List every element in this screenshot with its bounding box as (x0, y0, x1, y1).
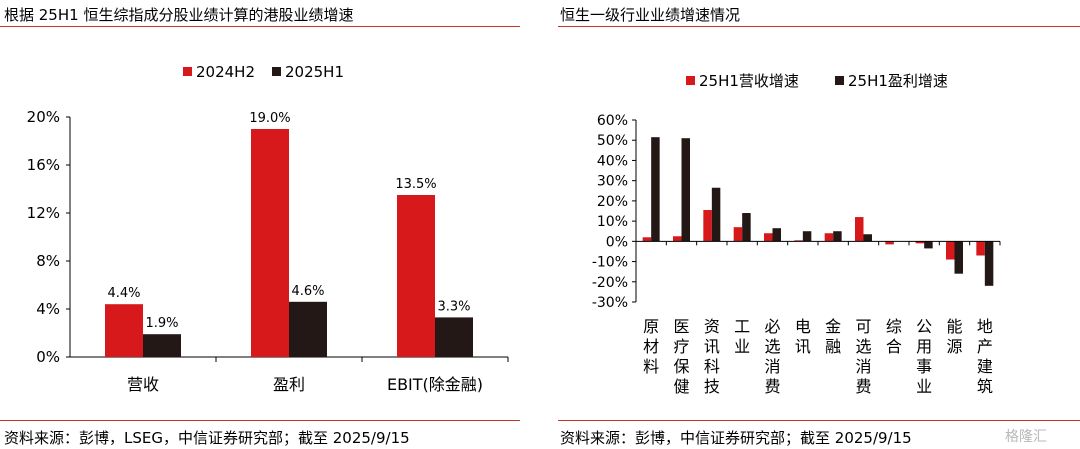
bar-25H1盈利增速-可选消费 (863, 234, 872, 242)
x-category-label: 金融 (825, 317, 841, 356)
bar-25H1营收增速-医疗保健 (673, 236, 682, 242)
legend-swatch-2025H1 (272, 67, 281, 76)
y-tick-label: 20% (597, 194, 628, 210)
x-category-label: 盈利 (273, 375, 305, 394)
legend-label: 2025H1 (285, 63, 344, 81)
x-category-label: 综合 (886, 317, 902, 356)
y-tick-label: 4% (36, 300, 60, 318)
data-label: 13.5% (395, 177, 436, 192)
y-tick-label: -10% (592, 255, 628, 271)
legend-label: 25H1营收增速 (699, 72, 799, 90)
bar-25H1盈利增速-能源 (954, 241, 963, 274)
bar-2025H1-营收 (143, 334, 181, 357)
bar-2025H1-EBIT(除金融) (435, 317, 473, 357)
x-category-label: 医疗保健 (673, 317, 689, 396)
bar-25H1盈利增速-原材料 (651, 137, 660, 242)
bar-25H1盈利增速-医疗保健 (681, 138, 690, 242)
bar-2024H2-营收 (105, 304, 143, 357)
data-label: 19.0% (249, 111, 290, 126)
y-tick-label: 12% (27, 204, 60, 222)
y-tick-label: -30% (592, 295, 628, 311)
x-category-label: EBIT(除金融) (387, 375, 483, 394)
y-tick-label: 0% (606, 234, 628, 250)
data-label: 1.9% (145, 316, 178, 331)
x-category-label: 工业 (734, 317, 750, 356)
y-tick-label: 30% (597, 174, 628, 190)
data-label: 3.3% (437, 299, 470, 314)
y-tick-label: 60% (597, 113, 628, 129)
bar-25H1营收增速-综合 (885, 241, 894, 245)
watermark-logo: 格隆汇 (1005, 429, 1047, 445)
y-tick-label: 40% (597, 153, 628, 169)
legend-label: 25H1盈利增速 (848, 72, 948, 90)
legend-swatch-25H1营收增速 (686, 76, 695, 85)
right-bar-chart: -30% -20% -10% 0% 10% 20% 30% 40% 50% 60% 原材料医疗保健资… (592, 72, 1001, 396)
x-category-label: 必选消费 (764, 317, 780, 396)
bar-25H1盈利增速-工业 (742, 213, 751, 242)
x-category-label: 地产建筑 (977, 317, 993, 396)
left-chart-title: 根据 25H1 恒生综指成分股业绩计算的港股业绩增速 (4, 6, 354, 24)
bar-2024H2-EBIT(除金融) (397, 195, 435, 357)
y-tick-label: -20% (592, 275, 628, 291)
y-tick-label: 20% (27, 108, 60, 126)
bar-25H1营收增速-工业 (733, 227, 743, 242)
bar-25H1盈利增速-地产建筑 (984, 241, 994, 286)
left-chart-source: 资料来源：彭博，LSEG，中信证券研究部；截至 2025/9/15 (4, 429, 410, 447)
right-chart-title: 恒生一级行业业绩增速情况 (560, 6, 741, 24)
bar-25H1营收增速-能源 (946, 241, 955, 260)
legend-swatch-2024H2 (183, 67, 192, 76)
bar-25H1营收增速-可选消费 (855, 217, 864, 242)
bar-25H1盈利增速-公用事业 (924, 241, 933, 249)
left-title-rule (0, 26, 520, 27)
bar-25H1营收增速-公用事业 (915, 241, 925, 244)
bar-25H1营收增速-电讯 (794, 240, 803, 242)
data-label: 4.4% (107, 286, 140, 301)
legend-label: 2024H2 (196, 63, 255, 81)
bar-25H1盈利增速-金融 (833, 231, 842, 242)
bar-2024H2-盈利 (251, 129, 289, 357)
x-category-label: 原材料 (643, 317, 659, 376)
x-category-label: 资讯科技 (704, 317, 720, 396)
x-category-label: 公用事业 (916, 317, 932, 396)
right-chart-source: 资料来源：彭博，中信证券研究部；截至 2025/9/15 (560, 429, 912, 447)
bar-2025H1-盈利 (289, 301, 327, 357)
x-category-label: 可选消费 (855, 317, 871, 396)
bar-25H1营收增速-原材料 (642, 237, 652, 242)
y-tick-label: 50% (597, 133, 628, 149)
left-bar-chart: 0% 4% 8% 12% 16% 20% 营收 4.4% 1.9% 盈利 19.0% 4.6% EBIT… (27, 63, 509, 394)
bar-25H1盈利增速-资讯科技 (711, 187, 721, 242)
right-source-rule (558, 420, 1080, 421)
right-title-rule (558, 26, 1080, 27)
bar-25H1营收增速-地产建筑 (976, 241, 985, 256)
bar-25H1营收增速-必选消费 (764, 233, 773, 242)
bar-25H1营收增速-金融 (824, 233, 834, 242)
left-source-rule (0, 420, 520, 421)
x-category-label: 电讯 (795, 317, 811, 356)
x-category-label: 营收 (127, 375, 159, 394)
legend-swatch-25H1盈利增速 (835, 76, 844, 85)
bar-25H1盈利增速-必选消费 (772, 228, 781, 242)
bar-25H1营收增速-资讯科技 (703, 209, 712, 242)
data-label: 4.6% (291, 284, 324, 299)
y-tick-label: 16% (27, 156, 60, 174)
x-category-label: 能源 (946, 317, 962, 356)
bar-25H1盈利增速-电讯 (802, 231, 812, 242)
y-tick-label: 8% (36, 252, 60, 270)
y-tick-label: 0% (36, 348, 60, 366)
y-tick-label: 10% (597, 214, 628, 230)
